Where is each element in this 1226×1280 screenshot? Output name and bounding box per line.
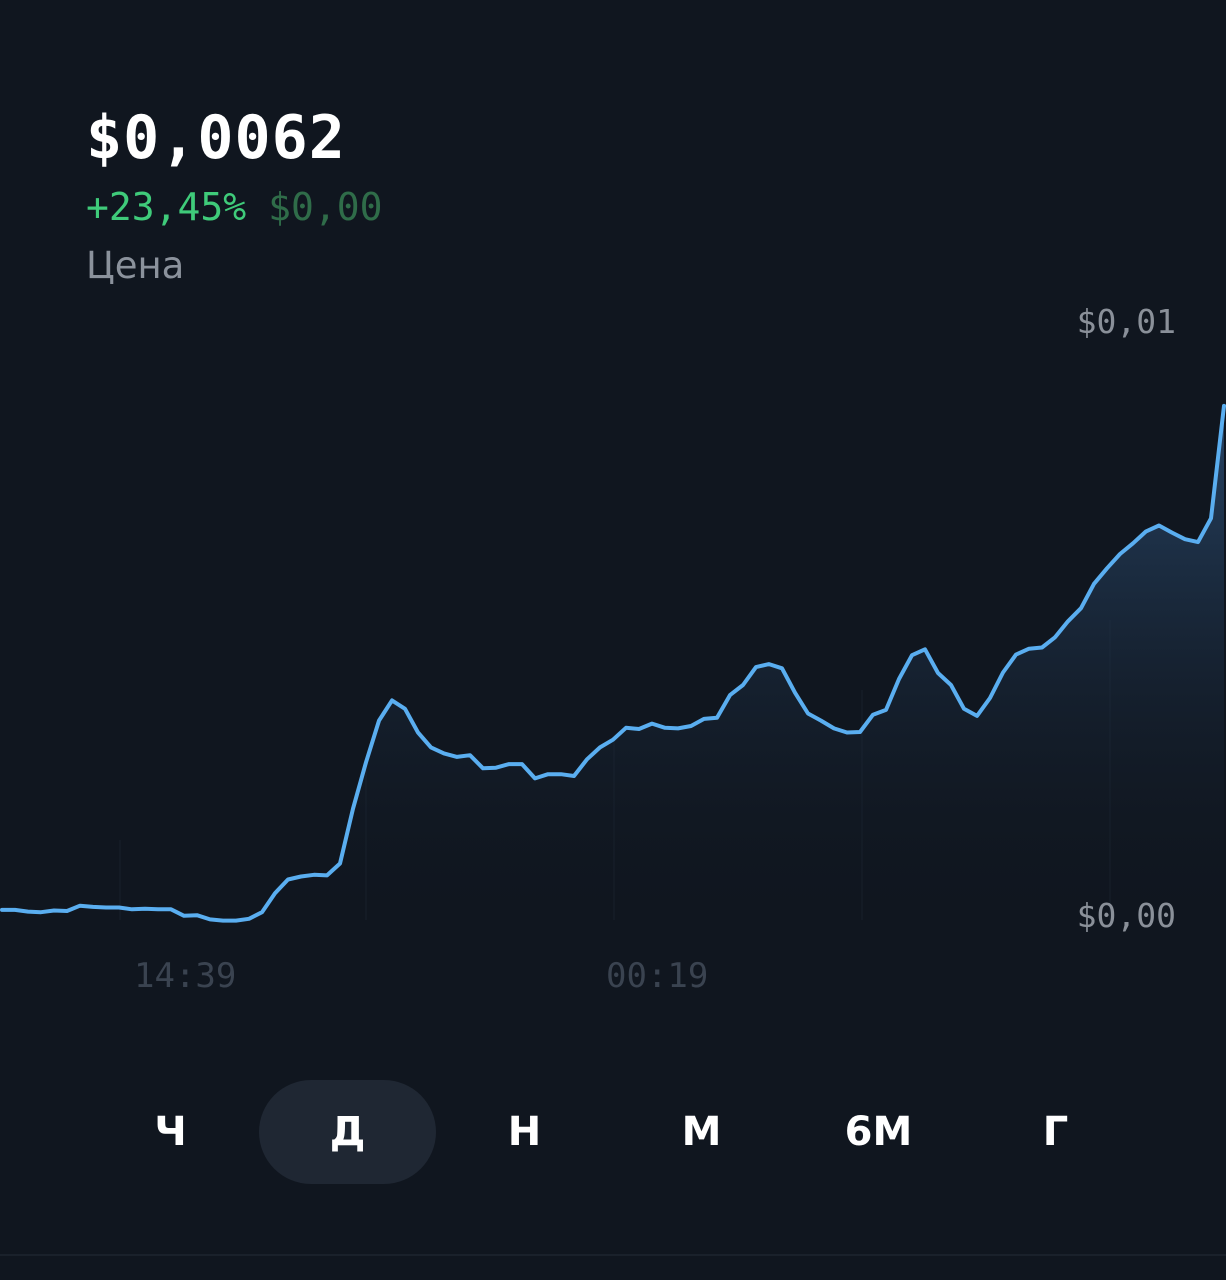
y-tick-bottom: $0,00	[1076, 896, 1176, 935]
x-tick-2: 00:19	[606, 956, 709, 996]
price-line	[0, 403, 1226, 923]
current-price: $0,0062	[86, 103, 346, 173]
price-label: Цена	[86, 244, 185, 287]
price-chart[interactable]	[0, 0, 1226, 1000]
change-percent: +23,45%	[86, 185, 247, 229]
price-header: $0,0062 +23,45% $0,00 Цена	[86, 100, 383, 294]
range-day[interactable]: Д	[259, 1080, 436, 1184]
price-area	[2, 405, 1224, 930]
price-change-row: +23,45% $0,00	[86, 176, 383, 238]
x-tick-1: 14:39	[134, 956, 237, 996]
change-absolute: $0,00	[268, 185, 383, 229]
range-hour[interactable]: Ч	[154, 1109, 187, 1155]
range-month[interactable]: М	[681, 1109, 722, 1155]
range-year[interactable]: Г	[1042, 1109, 1069, 1155]
bottom-divider	[0, 1254, 1226, 1256]
y-tick-top: $0,01	[1076, 302, 1176, 341]
range-6-months[interactable]: 6М	[844, 1109, 913, 1155]
time-range-selector: Ч Д Н М 6М Г	[82, 1080, 1144, 1184]
range-week[interactable]: Н	[507, 1109, 542, 1155]
